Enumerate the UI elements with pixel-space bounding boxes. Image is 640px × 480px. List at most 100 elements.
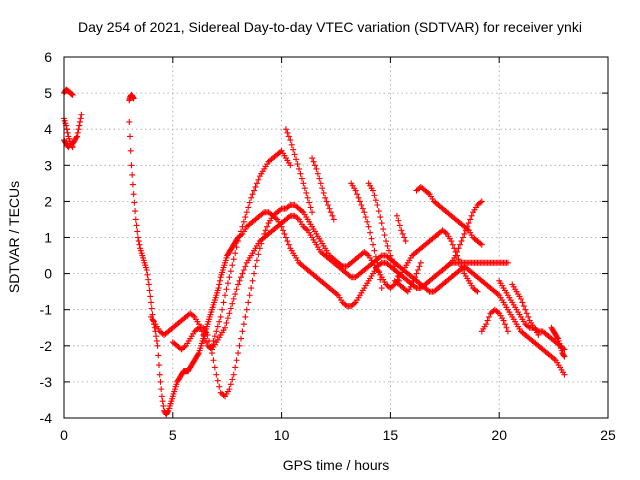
data-point — [290, 146, 297, 153]
data-point — [153, 333, 160, 340]
data-point — [464, 223, 471, 230]
data-point — [145, 281, 152, 288]
data-point — [233, 244, 240, 251]
data-point — [216, 277, 223, 284]
data-point — [214, 323, 221, 330]
data-point — [143, 266, 150, 273]
series-sat-j — [309, 155, 337, 223]
data-point — [285, 241, 292, 248]
data-point — [300, 180, 307, 187]
data-point — [253, 180, 260, 187]
data-point — [281, 230, 288, 237]
data-point — [245, 204, 252, 211]
data-point — [261, 230, 268, 237]
data-point — [375, 268, 382, 275]
data-point — [235, 281, 242, 288]
data-point — [157, 378, 164, 385]
data-point — [375, 208, 382, 215]
data-point — [129, 181, 136, 188]
data-point — [217, 313, 224, 320]
data-point — [519, 299, 526, 306]
data-point — [215, 285, 222, 292]
data-point — [449, 241, 456, 248]
data-point — [134, 234, 141, 241]
data-point — [243, 306, 250, 313]
data-point — [232, 250, 239, 257]
data-point — [248, 194, 255, 201]
data-point — [282, 126, 289, 133]
data-point — [245, 299, 252, 306]
data-point — [298, 175, 305, 182]
data-point — [369, 241, 376, 248]
series-sat-c — [61, 111, 85, 151]
x-tick-label: 15 — [383, 427, 399, 443]
data-point — [145, 276, 152, 283]
data-point — [383, 238, 390, 245]
data-point — [224, 280, 231, 287]
data-point — [384, 242, 391, 249]
data-point — [64, 129, 71, 136]
data-point — [457, 241, 464, 248]
data-point — [136, 241, 143, 248]
data-point — [131, 199, 138, 206]
y-axis-label: SDTVAR / TECUs — [6, 181, 22, 293]
data-point — [226, 310, 233, 317]
data-point — [252, 183, 259, 190]
data-point — [147, 293, 154, 300]
series-sat-g — [169, 202, 481, 400]
data-point — [128, 162, 135, 169]
data-point — [223, 319, 230, 326]
data-point — [474, 288, 481, 295]
data-point — [455, 256, 462, 263]
data-point — [264, 223, 271, 230]
data-point — [520, 303, 527, 310]
data-point — [398, 227, 405, 234]
data-point — [258, 240, 265, 247]
data-point — [369, 187, 376, 194]
data-point — [130, 95, 137, 102]
data-point — [204, 331, 211, 338]
data-point — [226, 386, 233, 393]
data-point — [249, 191, 256, 198]
data-point — [454, 248, 461, 255]
data-point — [371, 247, 378, 254]
data-point — [500, 317, 507, 324]
x-axis-label: GPS time / hours — [283, 457, 390, 473]
data-point — [330, 216, 337, 223]
x-tick-label: 0 — [60, 427, 68, 443]
data-point — [465, 220, 472, 227]
data-point — [63, 126, 70, 133]
data-point — [288, 141, 295, 148]
series-sat-m — [391, 259, 424, 295]
data-point — [462, 227, 469, 234]
data-point — [208, 350, 215, 357]
data-point — [396, 222, 403, 229]
data-point — [374, 202, 381, 209]
data-point — [134, 228, 141, 235]
data-point — [229, 376, 236, 383]
data-point — [314, 170, 321, 177]
data-point — [237, 228, 244, 235]
data-point — [467, 216, 474, 223]
data-point — [160, 402, 167, 409]
data-point — [561, 346, 568, 353]
data-point — [484, 317, 491, 324]
data-point — [372, 253, 379, 260]
data-point — [483, 321, 490, 328]
data-point — [282, 234, 289, 241]
data-point — [210, 337, 217, 344]
data-point — [240, 266, 247, 273]
data-point — [156, 371, 163, 378]
data-point — [146, 287, 153, 294]
data-point — [416, 263, 423, 270]
series-sat-p — [443, 198, 485, 270]
data-point — [401, 234, 408, 241]
data-point — [74, 129, 81, 136]
data-point — [452, 252, 459, 259]
data-point — [242, 263, 249, 270]
axis-ticks: 0 5 10 15 20 25 -4 -3 -2 -1 0 1 2 3 4 5 6 — [40, 49, 616, 443]
data-point — [158, 393, 165, 400]
data-point — [77, 115, 84, 122]
data-point — [388, 256, 395, 263]
